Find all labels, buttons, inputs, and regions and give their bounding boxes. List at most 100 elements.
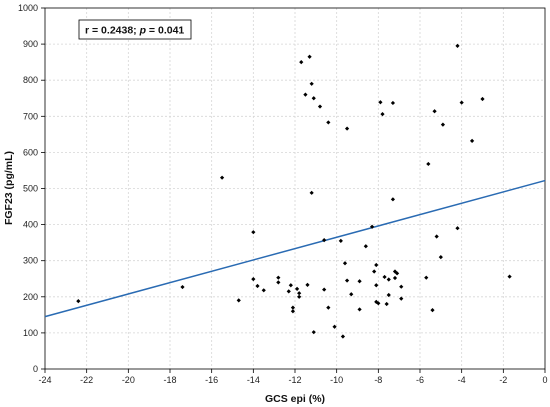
data-point <box>309 190 314 195</box>
data-point <box>294 286 300 291</box>
data-point <box>297 291 302 296</box>
data-point <box>378 100 383 105</box>
x-tick-label: -16 <box>205 375 218 385</box>
data-point <box>386 277 391 282</box>
y-tick-label: 0 <box>33 364 38 374</box>
correlation-annotation: r = 0.2438; p = 0.041 <box>78 19 192 40</box>
data-point <box>455 43 460 49</box>
y-tick-label: 700 <box>23 111 38 121</box>
data-point <box>305 282 310 287</box>
data-point <box>180 284 185 290</box>
x-tick-label: -10 <box>330 375 343 385</box>
axis-ticks <box>41 7 546 373</box>
data-point <box>340 334 346 339</box>
data-point <box>394 271 400 276</box>
data-point <box>386 292 391 298</box>
y-tick-label: 600 <box>23 147 38 157</box>
x-tick-label: -24 <box>38 375 51 385</box>
data-point <box>469 138 475 143</box>
data-point <box>255 283 260 289</box>
annotation-text: r = 0.2438; p = 0.041 <box>85 25 184 37</box>
data-point <box>344 278 350 283</box>
y-tick-label: 100 <box>23 328 38 338</box>
x-tick-label: -4 <box>458 375 466 385</box>
data-point <box>322 287 327 292</box>
data-point <box>426 161 431 167</box>
data-point <box>380 112 385 117</box>
data-point <box>286 289 291 294</box>
data-point <box>382 274 387 280</box>
data-point <box>399 284 404 289</box>
y-tick-label: 300 <box>23 256 38 266</box>
data-point <box>338 238 343 243</box>
p-value: = 0.041 <box>146 25 184 37</box>
data-point <box>297 294 302 299</box>
data-point <box>430 308 435 313</box>
data-point <box>276 280 281 285</box>
data-point <box>76 299 81 304</box>
data-point <box>290 309 296 314</box>
x-tick-label: -12 <box>288 375 301 385</box>
x-tick-label: -22 <box>80 375 93 385</box>
annotation-box <box>78 19 192 40</box>
data-point <box>459 100 464 105</box>
x-tick-label: -20 <box>122 375 135 385</box>
y-tick-label: 800 <box>23 75 38 85</box>
data-point <box>322 238 327 243</box>
data-point <box>438 254 443 260</box>
data-point <box>376 301 381 306</box>
data-point <box>290 305 296 310</box>
data-point <box>219 175 225 180</box>
y-tick-label: 200 <box>23 292 38 302</box>
data-point <box>357 307 362 312</box>
grid <box>45 8 545 369</box>
y-tick-label: 1000 <box>18 3 38 13</box>
data-point <box>342 261 348 266</box>
y-tick-label: 400 <box>23 220 38 230</box>
data-point <box>299 60 304 65</box>
data-point <box>311 330 316 335</box>
x-tick-labels: -24 -22 -20 -18 -16 -14 -12 -10 -8 -6 -4 -2 0 <box>38 375 547 385</box>
data-point <box>432 109 437 114</box>
data-point <box>369 224 375 229</box>
data-points <box>76 43 512 339</box>
data-point <box>307 54 312 59</box>
data-point <box>363 244 368 249</box>
r-label: r <box>85 25 89 37</box>
data-point <box>357 279 362 284</box>
regression-line <box>44 179 546 318</box>
data-point <box>311 96 316 101</box>
data-point <box>434 234 439 239</box>
x-tick-label: -14 <box>247 375 260 385</box>
data-point <box>424 275 429 280</box>
data-point <box>374 283 379 288</box>
x-tick-label: -2 <box>499 375 507 385</box>
data-point <box>349 292 354 297</box>
data-point <box>374 262 379 268</box>
data-point <box>480 96 485 102</box>
y-tick-label: 500 <box>23 184 38 194</box>
x-tick-label: -8 <box>374 375 382 385</box>
data-point <box>384 301 389 307</box>
x-tick-label: -6 <box>416 375 424 385</box>
data-point <box>390 100 396 106</box>
data-point <box>399 296 404 301</box>
x-tick-label: -18 <box>163 375 176 385</box>
data-point <box>317 104 323 109</box>
y-tick-label: 900 <box>23 39 38 49</box>
data-point <box>309 81 314 86</box>
data-point <box>507 274 512 279</box>
data-point <box>440 122 446 127</box>
x-axis-title: GCS epi (%) <box>265 393 325 405</box>
data-point <box>390 197 396 202</box>
data-point <box>276 275 281 280</box>
data-point <box>455 226 460 231</box>
data-point <box>332 324 337 329</box>
data-point <box>251 277 256 282</box>
data-point <box>344 126 350 131</box>
y-axis-title: FGF23 (pg/mL) <box>3 151 15 225</box>
p-label: p <box>139 25 147 37</box>
data-point <box>261 288 266 293</box>
data-point <box>236 298 241 303</box>
